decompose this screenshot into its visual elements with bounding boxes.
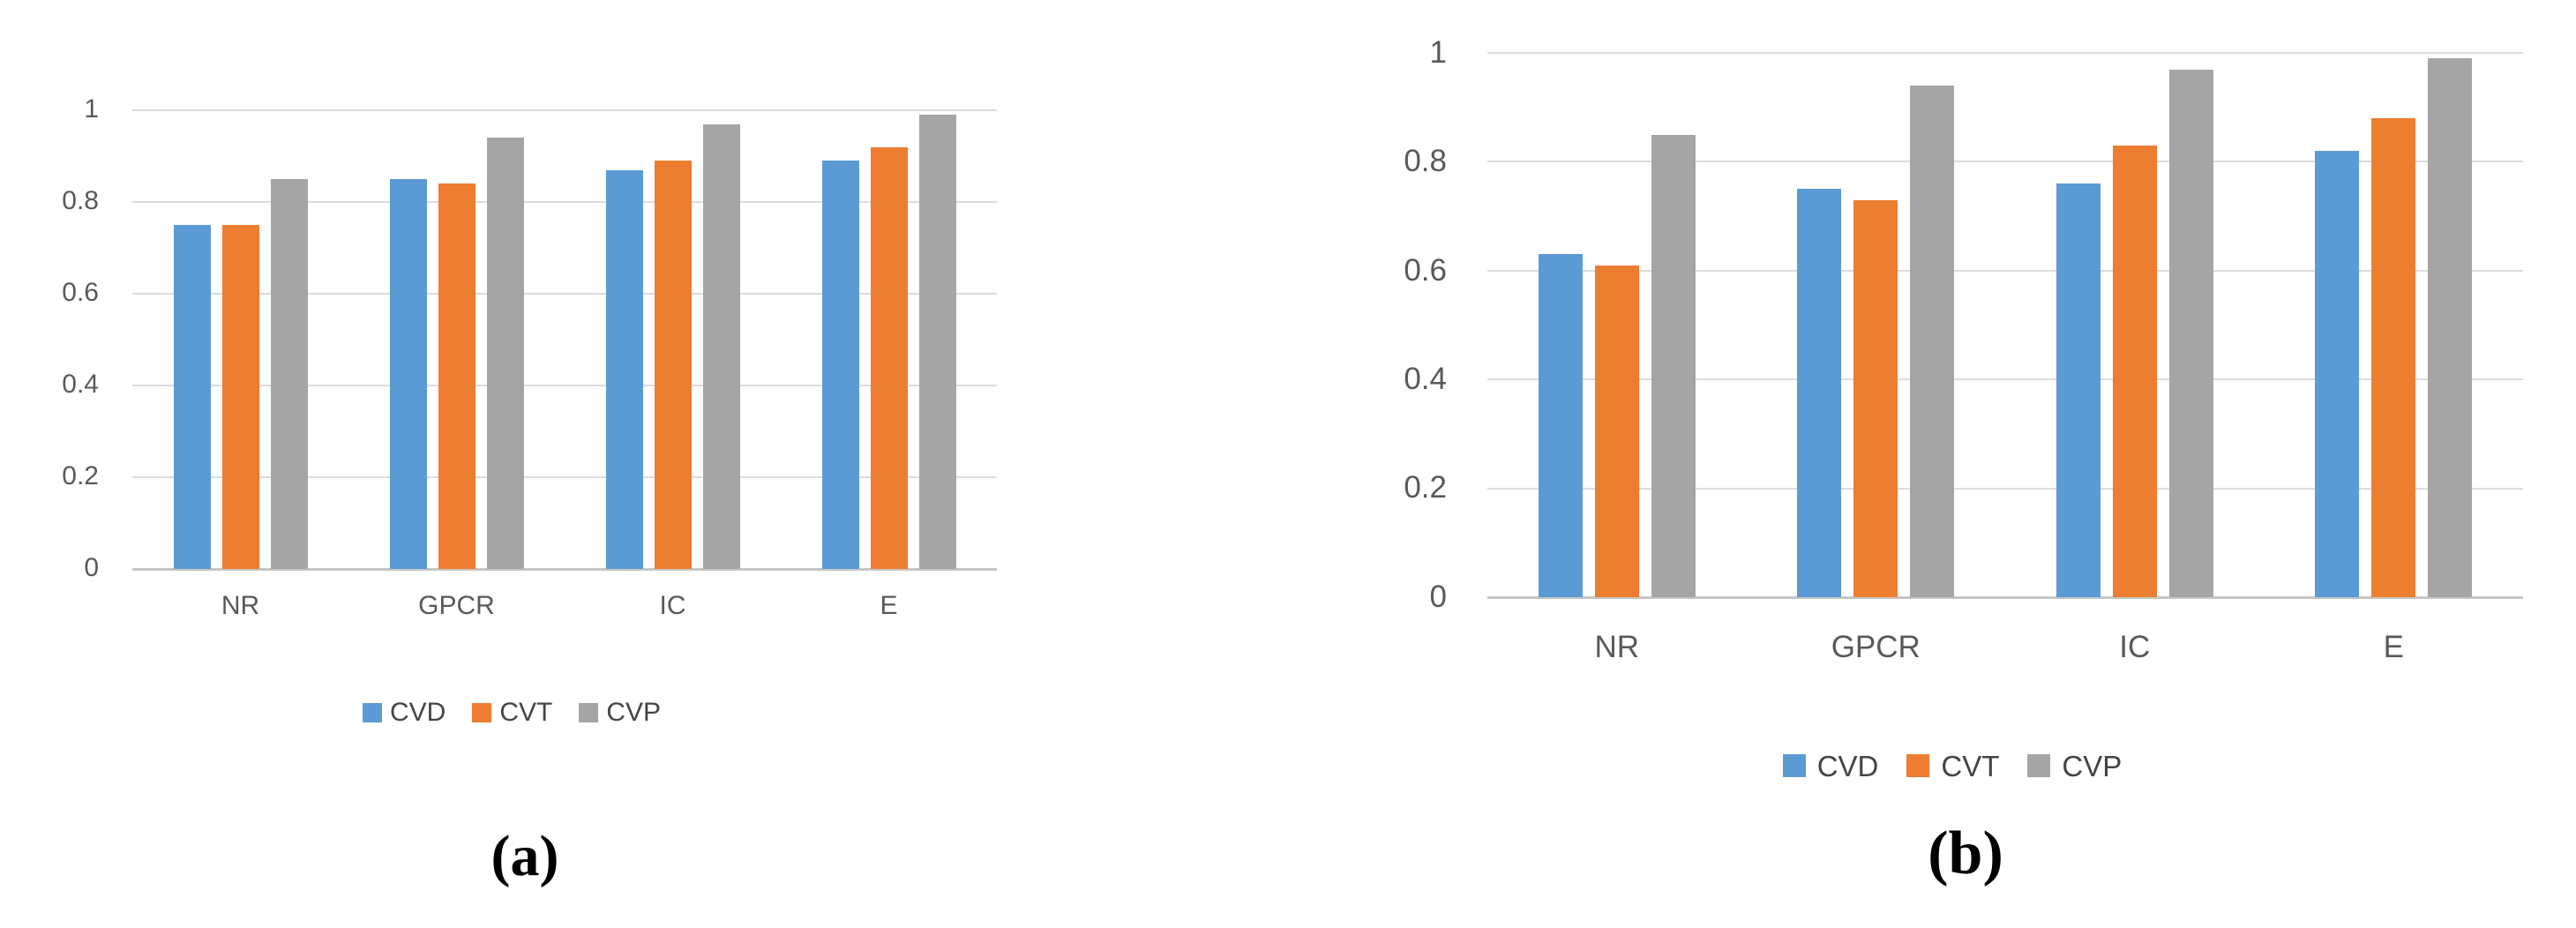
- y-tick-label-0.2: 0.2: [62, 461, 99, 491]
- x-axis-line: [1487, 596, 2523, 599]
- legend-label-CVP: CVP: [2062, 749, 2123, 782]
- bar-b-E-CVD: [2315, 151, 2359, 597]
- caption-b: (b): [1928, 819, 2003, 887]
- bar-b-GPCR-CVD: [1797, 189, 1841, 597]
- legend-label-CVT: CVT: [499, 698, 553, 727]
- bar-b-IC-CVD: [2056, 183, 2100, 597]
- bar-a-IC-CVD: [606, 170, 643, 569]
- legend-item-CVD: CVD: [1782, 749, 1879, 782]
- legend-swatch-CVD-icon: [362, 703, 382, 722]
- legend-b: CVD CVT CVP: [1434, 744, 2470, 788]
- bar-a-E-CVP: [919, 115, 956, 569]
- bar-a-IC-CVT: [655, 161, 692, 569]
- gridline-0.2: [132, 476, 997, 478]
- category-label-a-E: E: [880, 591, 898, 620]
- gridline-0.8: [1487, 161, 2523, 163]
- legend-swatch-CVP-icon: [579, 703, 599, 722]
- legend-swatch-CVD-icon: [1782, 754, 1806, 777]
- legend-label-CVP: CVP: [606, 698, 662, 727]
- y-tick-label-0.6: 0.6: [62, 278, 99, 308]
- bar-a-GPCR-CVP: [487, 138, 524, 569]
- bar-b-IC-CVT: [2113, 146, 2157, 597]
- gridline-1: [1487, 52, 2523, 54]
- bar-b-NR-CVD: [1539, 254, 1583, 597]
- bar-a-E-CVD: [822, 161, 859, 569]
- y-tick-label-0: 0: [84, 553, 99, 583]
- legend-label-CVD: CVD: [1816, 749, 1879, 782]
- bar-a-E-CVT: [871, 147, 908, 569]
- legend-swatch-CVT-icon: [472, 703, 492, 722]
- legend-swatch-CVP-icon: [2027, 754, 2051, 777]
- legend-item-CVP: CVP: [2027, 752, 2122, 781]
- legend-item-CVP: CVP: [579, 700, 661, 726]
- y-tick-label-0.2: 0.2: [1404, 470, 1447, 505]
- legend-item-CVT: CVT: [1906, 752, 1999, 781]
- y-tick-label-0.8: 0.8: [1404, 144, 1447, 179]
- legend-label-CVT: CVT: [1941, 749, 2000, 782]
- bar-b-E-CVP: [2428, 58, 2472, 597]
- y-tick-label-0.8: 0.8: [62, 186, 99, 216]
- gridline-0.6: [1487, 269, 2523, 272]
- legend-a: CVD CVT CVP: [79, 693, 944, 732]
- category-label-a-NR: NR: [221, 591, 260, 620]
- gridline-1: [132, 109, 997, 111]
- y-tick-label-1: 1: [84, 94, 99, 124]
- legend-swatch-CVT-icon: [1906, 754, 1930, 777]
- bar-b-NR-CVT: [1595, 266, 1639, 597]
- gridline-0.2: [1487, 487, 2523, 490]
- bar-a-NR-CVT: [222, 225, 259, 569]
- bar-a-GPCR-CVT: [438, 183, 476, 569]
- gridline-0.4: [132, 385, 997, 386]
- bar-a-NR-CVP: [271, 179, 308, 569]
- gridline-0.8: [132, 201, 997, 203]
- gridline-0.4: [1487, 378, 2523, 381]
- bar-a-IC-CVP: [703, 124, 740, 569]
- x-axis-line: [132, 568, 997, 571]
- category-label-a-IC: IC: [659, 591, 686, 620]
- bar-a-GPCR-CVD: [390, 179, 427, 569]
- bar-a-NR-CVD: [174, 225, 211, 569]
- bar-b-NR-CVP: [1651, 135, 1696, 597]
- category-label-a-GPCR: GPCR: [418, 591, 495, 620]
- bar-b-IC-CVP: [2169, 70, 2213, 597]
- category-label-b-E: E: [2383, 630, 2404, 664]
- legend-item-CVD: CVD: [362, 698, 446, 727]
- category-label-b-IC: IC: [2119, 630, 2151, 664]
- caption-a: (a): [490, 824, 559, 888]
- gridline-0.6: [132, 293, 997, 295]
- bar-b-E-CVT: [2371, 118, 2415, 597]
- legend-item-CVT: CVT: [472, 700, 552, 726]
- y-tick-label-0: 0: [1429, 579, 1447, 614]
- y-tick-label-0.6: 0.6: [1404, 252, 1447, 288]
- legend-label-CVD: CVD: [389, 698, 446, 727]
- category-label-b-NR: NR: [1594, 630, 1640, 664]
- y-tick-label-1: 1: [1429, 34, 1447, 70]
- y-tick-label-0.4: 0.4: [1404, 362, 1447, 396]
- bar-b-GPCR-CVP: [1910, 86, 1954, 597]
- y-tick-label-0.4: 0.4: [62, 370, 99, 400]
- bar-b-GPCR-CVT: [1853, 200, 1898, 597]
- category-label-b-GPCR: GPCR: [1831, 630, 1921, 664]
